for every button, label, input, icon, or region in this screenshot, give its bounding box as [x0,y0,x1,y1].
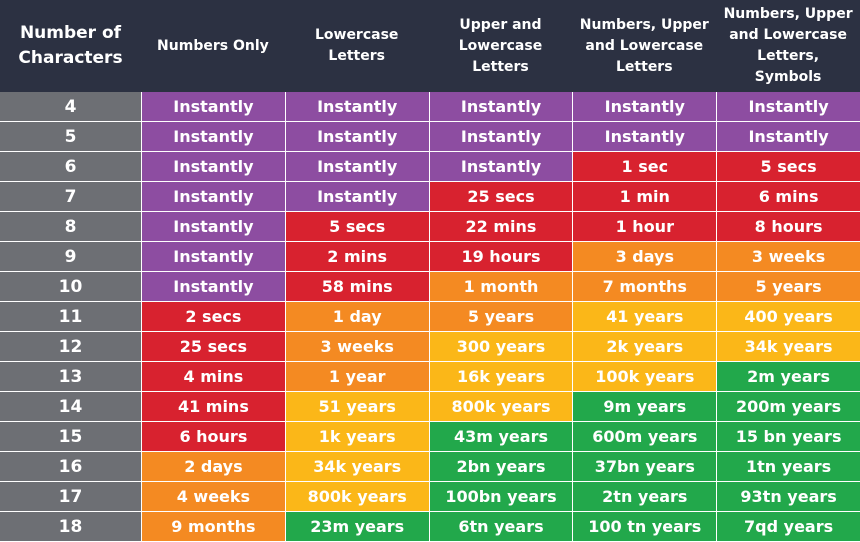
crack-time: 4 mins [141,362,285,392]
crack-time: 3 weeks [716,242,860,272]
crack-time: 1 month [428,272,573,302]
crack-time: 7qd years [716,512,860,542]
crack-time: Instantly [572,122,717,152]
crack-time: 400 years [716,302,860,332]
character-count: 9 [0,242,141,272]
character-count: 12 [0,332,141,362]
character-count: 8 [0,212,141,242]
crack-time: 2 days [141,452,285,482]
crack-time: 3 days [572,242,717,272]
character-count: 4 [0,92,141,122]
character-count: 14 [0,392,141,422]
crack-time: Instantly [428,92,573,122]
crack-time: 93tn years [716,482,860,512]
crack-time: 800k years [428,392,573,422]
crack-time: 41 years [572,302,717,332]
crack-time: 9 months [141,512,285,542]
crack-time: 1 hour [572,212,717,242]
crack-time: 2k years [572,332,717,362]
character-count: 18 [0,512,141,542]
crack-time: 58 mins [284,272,429,302]
column-header: Upper and Lowercase Letters [428,0,573,92]
crack-time: 19 hours [428,242,573,272]
crack-time: Instantly [141,212,285,242]
crack-time: 51 years [284,392,429,422]
crack-time: 2m years [716,362,860,392]
crack-time: 1 sec [572,152,717,182]
crack-time: 800k years [284,482,429,512]
crack-time: Instantly [572,92,717,122]
crack-time: 43m years [428,422,573,452]
crack-time: Instantly [141,122,285,152]
crack-time: 1 year [284,362,429,392]
crack-time: Instantly [716,92,860,122]
character-count: 7 [0,182,141,212]
crack-time: 6 mins [716,182,860,212]
crack-time: Instantly [428,122,573,152]
crack-time: 2 mins [284,242,429,272]
crack-time: 25 secs [428,182,573,212]
crack-time: 2 secs [141,302,285,332]
crack-time: Instantly [716,122,860,152]
crack-time: 34k years [284,452,429,482]
column-header: Numbers Only [141,0,285,92]
crack-time: 25 secs [141,332,285,362]
crack-time: 200m years [716,392,860,422]
crack-time: 41 mins [141,392,285,422]
crack-time: 5 secs [284,212,429,242]
crack-time: 6 hours [141,422,285,452]
crack-time: 1 day [284,302,429,332]
crack-time: Instantly [284,182,429,212]
crack-time: Instantly [141,242,285,272]
character-count: 17 [0,482,141,512]
crack-time: 1tn years [716,452,860,482]
crack-time: 22 mins [428,212,573,242]
crack-time: Instantly [284,122,429,152]
crack-time: 7 months [572,272,717,302]
crack-time: 37bn years [572,452,717,482]
crack-time: Instantly [284,152,429,182]
column-header: Numbers, Upper and Lowercase Letters [572,0,717,92]
crack-time: Instantly [141,92,285,122]
crack-time: 100 tn years [572,512,717,542]
crack-time: 2tn years [572,482,717,512]
crack-time: 3 weeks [284,332,429,362]
crack-time: 5 secs [716,152,860,182]
crack-time: 15 bn years [716,422,860,452]
crack-time: 2bn years [428,452,573,482]
crack-time: Instantly [141,182,285,212]
crack-time: 5 years [716,272,860,302]
crack-time: 4 weeks [141,482,285,512]
character-count: 5 [0,122,141,152]
crack-time: Instantly [141,152,285,182]
crack-time: Instantly [284,92,429,122]
character-count: 10 [0,272,141,302]
crack-time: 1 min [572,182,717,212]
crack-time: 1k years [284,422,429,452]
crack-time: 9m years [572,392,717,422]
crack-time: 300 years [428,332,573,362]
crack-time: 16k years [428,362,573,392]
character-count: 15 [0,422,141,452]
crack-time: Instantly [141,272,285,302]
character-count: 16 [0,452,141,482]
character-count: 6 [0,152,141,182]
column-header: Number of Characters [0,0,141,92]
crack-time: 5 years [428,302,573,332]
crack-time: 6tn years [428,512,573,542]
character-count: 13 [0,362,141,392]
crack-time: 34k years [716,332,860,362]
column-header: Numbers, Upper and Lowercase Letters, Sy… [716,0,860,92]
character-count: 11 [0,302,141,332]
crack-time: Instantly [428,152,573,182]
crack-time: 100bn years [428,482,573,512]
crack-time: 100k years [572,362,717,392]
crack-time: 23m years [284,512,429,542]
column-header: Lowercase Letters [284,0,429,92]
crack-time: 8 hours [716,212,860,242]
crack-time: 600m years [572,422,717,452]
